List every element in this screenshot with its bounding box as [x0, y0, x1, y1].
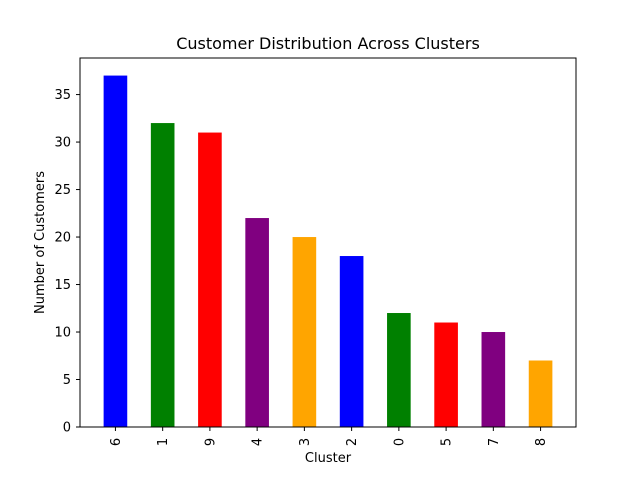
y-tick-label: 10 [54, 326, 71, 341]
x-tick-label-7: 7 [487, 438, 502, 446]
x-axis-label: Cluster [305, 451, 352, 466]
x-tick-label-3: 3 [298, 438, 313, 446]
bar-cluster-9 [198, 132, 222, 427]
bar-cluster-5 [434, 322, 458, 427]
bar-cluster-1 [150, 123, 175, 427]
y-tick-label: 15 [54, 278, 71, 293]
y-axis: 0 5 10 15 20 25 30 35 [54, 88, 80, 436]
bar-cluster-0 [387, 313, 411, 427]
x-tick-label-2: 2 [345, 438, 360, 446]
y-tick-label: 35 [54, 88, 71, 103]
y-tick-label: 30 [54, 136, 71, 151]
x-tick-label-4: 4 [251, 438, 266, 446]
x-tick-label-9: 9 [203, 438, 218, 446]
x-tick-label-8: 8 [534, 438, 549, 446]
bar-cluster-7 [481, 332, 506, 427]
x-tick-label-5: 5 [440, 438, 455, 446]
chart-title: Customer Distribution Across Clusters [176, 34, 480, 53]
bar-cluster-2 [339, 256, 364, 427]
bar-cluster-6 [103, 75, 128, 427]
y-tick-label: 20 [54, 231, 71, 246]
y-tick-label: 5 [63, 373, 71, 388]
bar-cluster-8 [528, 360, 553, 427]
bars-group [103, 75, 553, 427]
x-tick-label-6: 6 [109, 438, 124, 446]
x-axis: 6 1 9 4 3 2 0 5 7 8 [109, 427, 549, 446]
x-tick-label-0: 0 [392, 438, 407, 446]
plot-frame [79, 57, 577, 428]
y-tick-label: 25 [54, 183, 71, 198]
y-axis-label: Number of Customers [33, 171, 48, 314]
y-tick-label: 0 [63, 421, 71, 436]
x-tick-label-1: 1 [156, 438, 171, 446]
bar-cluster-4 [245, 218, 269, 427]
bar-cluster-3 [292, 237, 317, 427]
